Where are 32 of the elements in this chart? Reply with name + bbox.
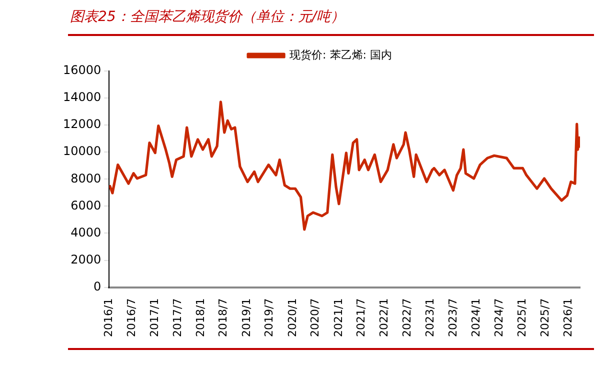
y-tick-label: 6000 xyxy=(70,198,102,212)
y-tick-label: 2000 xyxy=(70,252,102,266)
x-tick-label: 2018/7 xyxy=(216,298,230,338)
x-tick-label: 2016/1 xyxy=(102,298,116,338)
x-tick-label: 2016/7 xyxy=(124,298,138,338)
y-tick-label: 8000 xyxy=(70,171,102,186)
y-tick-label: 12000 xyxy=(62,117,102,132)
x-tick-label: 2023/7 xyxy=(446,298,460,338)
x-tick-label: 2019/1 xyxy=(240,298,253,338)
x-tick-label: 2020/1 xyxy=(286,298,299,338)
x-tick-label: 2018/1 xyxy=(194,298,207,338)
x-tick-label: 2022/1 xyxy=(378,298,391,338)
x-tick-label: 2022/7 xyxy=(400,298,414,338)
x-tick-label: 2024/7 xyxy=(492,298,506,338)
y-tick-label: 4000 xyxy=(70,225,102,240)
x-tick-label: 2021/1 xyxy=(332,298,345,338)
y-tick-label: 0 xyxy=(94,279,102,294)
x-tick-label: 2025/1 xyxy=(516,298,529,338)
x-tick-label: 2024/1 xyxy=(470,298,483,338)
x-tick-label: 2026/1 xyxy=(562,298,575,338)
x-tick-label: 2017/7 xyxy=(170,298,184,338)
x-tick-label: 2017/1 xyxy=(148,298,161,338)
y-tick-label: 10000 xyxy=(62,144,102,158)
x-tick-label: 2021/7 xyxy=(354,298,368,338)
x-tick-label: 2019/7 xyxy=(262,298,276,338)
chart-title: 图表25：全国苯乙烯现货价（单位：元/吨） xyxy=(70,8,345,26)
y-tick-label: 16000 xyxy=(62,63,102,78)
x-tick-label: 2020/7 xyxy=(308,298,322,338)
y-tick-label: 14000 xyxy=(62,90,102,104)
legend-label: 现货价: 苯乙烯: 国内 xyxy=(290,48,392,62)
x-tick-label: 2025/7 xyxy=(538,298,552,338)
x-tick-label: 2023/1 xyxy=(424,298,437,338)
